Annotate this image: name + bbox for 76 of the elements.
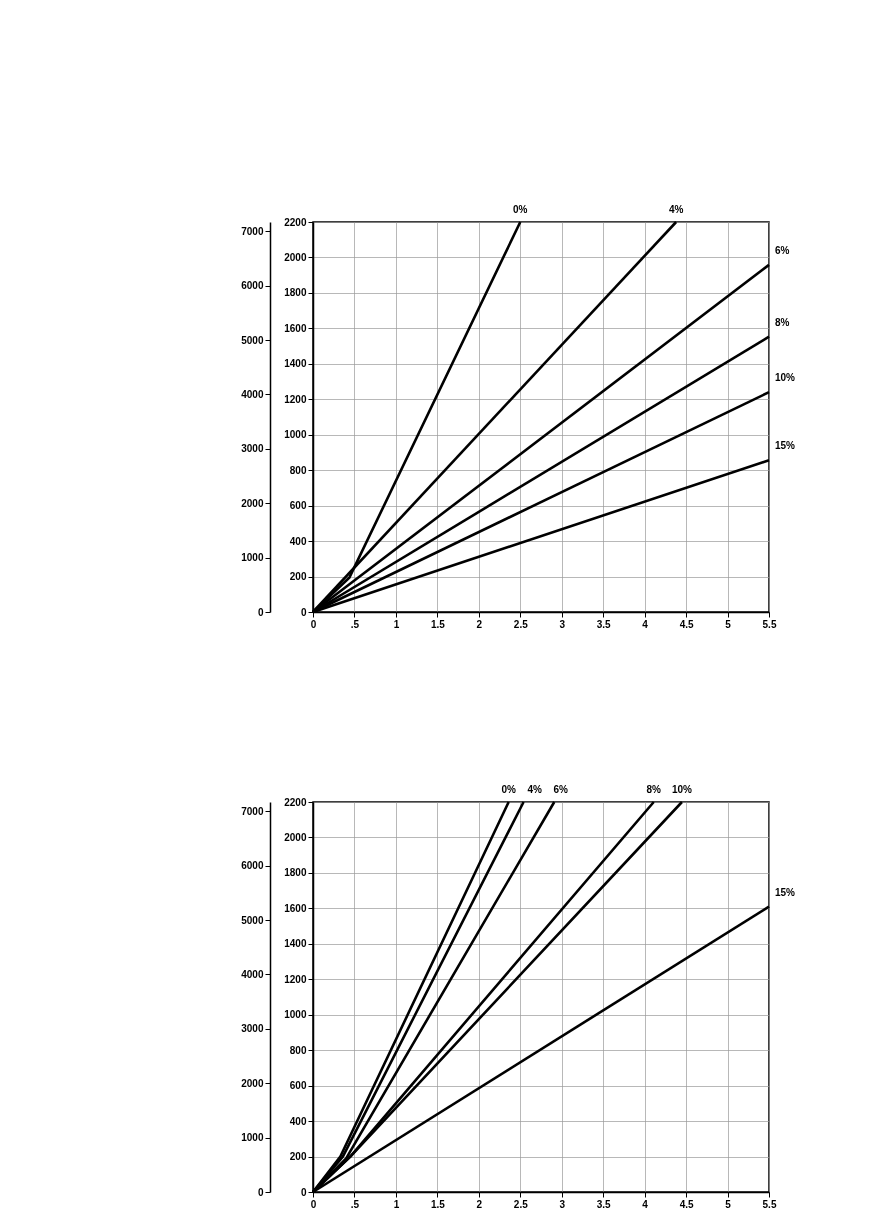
y2-tick-label: 0 xyxy=(257,1186,264,1198)
x-tick-label: 2 xyxy=(476,618,483,630)
x-tick-label: 4.5 xyxy=(679,1198,694,1210)
y-tick-label: 200 xyxy=(289,571,307,583)
y-tick-label: 400 xyxy=(289,1115,307,1127)
y2-tick-label: 1000 xyxy=(241,1132,264,1144)
x-tick-label: .5 xyxy=(350,618,360,630)
y-tick-label: 1400 xyxy=(284,938,307,950)
series-label: 8% xyxy=(646,784,662,795)
x-tick-label: 4.5 xyxy=(679,618,694,630)
y2-tick-label: 6000 xyxy=(241,280,264,292)
y-tick-label: 1000 xyxy=(284,1009,307,1021)
y-tick-label: 1400 xyxy=(284,358,307,370)
series-label: 0% xyxy=(513,204,528,215)
y-tick-label: 600 xyxy=(289,500,307,512)
x-tick-label: 3.5 xyxy=(596,1198,612,1210)
x-tick-label: 1.5 xyxy=(430,618,446,630)
series-label: 4% xyxy=(527,784,542,795)
series-label: 0% xyxy=(501,784,516,795)
x-tick-label: .5 xyxy=(350,1198,360,1210)
y-tick-label: 400 xyxy=(289,535,307,547)
x-tick-label: 3 xyxy=(559,1198,566,1210)
x-tick-label: 2.5 xyxy=(513,618,529,630)
x-tick-label: 4 xyxy=(642,618,649,630)
x-tick-label: 1.5 xyxy=(430,1198,446,1210)
y2-tick-label: 5000 xyxy=(241,334,264,346)
y-tick-label: 0 xyxy=(300,606,307,618)
series-label: 15% xyxy=(775,886,796,898)
y-tick-label: 1800 xyxy=(284,867,307,879)
x-tick-label: 1 xyxy=(393,1198,400,1210)
x-tick-label: 3 xyxy=(559,618,566,630)
series-label: 6% xyxy=(775,244,790,256)
y2-tick-label: 7000 xyxy=(241,805,264,817)
y-tick-label: 2200 xyxy=(284,796,307,808)
x-tick-label: 4 xyxy=(642,1198,649,1210)
y-tick-label: 200 xyxy=(289,1151,307,1163)
y2-tick-label: 6000 xyxy=(241,860,264,872)
y2-tick-label: 7000 xyxy=(241,225,264,237)
y-tick-label: 600 xyxy=(289,1080,307,1092)
y2-tick-label: 4000 xyxy=(241,968,264,980)
y2-tick-label: 1000 xyxy=(241,552,264,564)
series-label: 4% xyxy=(668,204,684,215)
y-tick-label: 2200 xyxy=(284,216,307,228)
y-tick-label: 1600 xyxy=(284,902,307,914)
x-tick-label: 0 xyxy=(310,618,317,630)
y2-tick-label: 4000 xyxy=(241,388,264,400)
x-tick-label: 3.5 xyxy=(596,618,612,630)
y-tick-label: 1200 xyxy=(284,393,307,405)
y-tick-label: 1000 xyxy=(284,429,307,441)
y-tick-label: 800 xyxy=(289,1044,307,1056)
x-tick-label: 0 xyxy=(310,1198,317,1210)
x-tick-label: 5.5 xyxy=(762,1198,777,1210)
x-tick-label: 5 xyxy=(725,618,732,630)
y2-tick-label: 3000 xyxy=(241,1023,264,1035)
y-tick-label: 1800 xyxy=(284,287,307,299)
series-label: 6% xyxy=(553,784,568,795)
x-tick-label: 2.5 xyxy=(513,1198,529,1210)
y-tick-label: 1600 xyxy=(284,322,307,334)
y-tick-label: 800 xyxy=(289,464,307,476)
y-tick-label: 1200 xyxy=(284,973,307,985)
x-tick-label: 5 xyxy=(725,1198,732,1210)
y2-tick-label: 5000 xyxy=(241,914,264,926)
x-tick-label: 2 xyxy=(476,1198,483,1210)
x-tick-label: 1 xyxy=(393,618,400,630)
y2-tick-label: 0 xyxy=(257,606,264,618)
series-label: 10% xyxy=(671,784,693,795)
y-tick-label: 0 xyxy=(300,1186,307,1198)
y2-tick-label: 3000 xyxy=(241,443,264,455)
y2-tick-label: 2000 xyxy=(241,497,264,509)
series-label: 15% xyxy=(775,440,796,452)
y2-tick-label: 2000 xyxy=(241,1077,264,1089)
series-label: 10% xyxy=(775,372,796,384)
series-label: 8% xyxy=(775,316,790,328)
y-tick-label: 2000 xyxy=(284,831,307,843)
y-tick-label: 2000 xyxy=(284,251,307,263)
x-tick-label: 5.5 xyxy=(762,618,777,630)
